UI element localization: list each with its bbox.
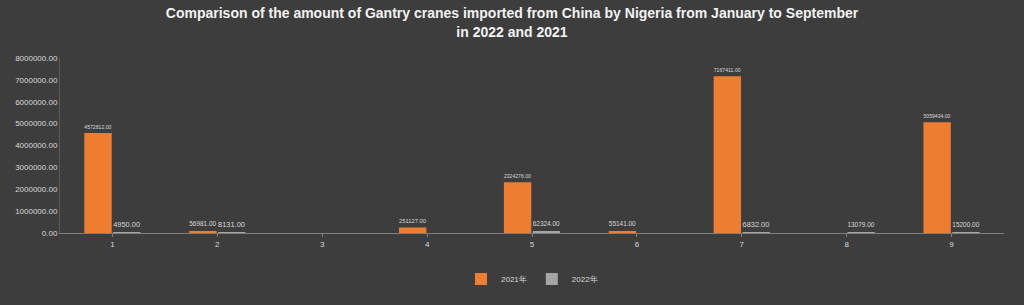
svg-text:13079.00: 13079.00	[847, 221, 874, 228]
svg-text:1: 1	[110, 240, 115, 249]
svg-text:4000000.00: 4000000.00	[15, 141, 58, 150]
svg-text:Comparison of the amount of Ga: Comparison of the amount of Gantry crane…	[166, 5, 859, 39]
svg-text:3000000.00: 3000000.00	[15, 163, 58, 172]
svg-text:7000000.00: 7000000.00	[15, 76, 58, 85]
svg-text:7: 7	[740, 240, 745, 249]
svg-text:5000000.00: 5000000.00	[15, 119, 58, 128]
svg-text:8000000.00: 8000000.00	[15, 54, 58, 63]
svg-text:2021年: 2021年	[501, 275, 527, 284]
svg-text:5059434.00: 5059434.00	[923, 113, 950, 119]
svg-text:56981.00: 56981.00	[189, 220, 216, 227]
svg-text:6000000.00: 6000000.00	[15, 98, 58, 107]
svg-text:2000000.00: 2000000.00	[15, 185, 58, 194]
svg-text:5: 5	[530, 240, 535, 249]
svg-text:4950.00: 4950.00	[113, 220, 140, 229]
svg-text:7167411.00: 7167411.00	[714, 67, 741, 73]
svg-text:1000000.00: 1000000.00	[15, 207, 58, 216]
svg-text:3: 3	[320, 240, 325, 249]
svg-text:6: 6	[635, 240, 640, 249]
svg-text:0.00: 0.00	[42, 229, 58, 238]
svg-text:2: 2	[215, 240, 220, 249]
svg-text:55141.00: 55141.00	[609, 220, 636, 227]
svg-text:8: 8	[844, 240, 849, 249]
svg-text:15200.00: 15200.00	[952, 221, 979, 228]
svg-text:251127.00: 251127.00	[399, 218, 426, 224]
svg-text:8131.00: 8131.00	[218, 220, 245, 229]
svg-text:9: 9	[949, 240, 954, 249]
svg-text:4: 4	[425, 240, 430, 249]
svg-text:2022年: 2022年	[572, 275, 598, 284]
svg-text:62324.00: 62324.00	[533, 220, 560, 227]
svg-text:6832.00: 6832.00	[743, 220, 770, 229]
svg-text:2324276.00: 2324276.00	[504, 173, 531, 179]
svg-text:4572812.00: 4572812.00	[84, 124, 111, 130]
